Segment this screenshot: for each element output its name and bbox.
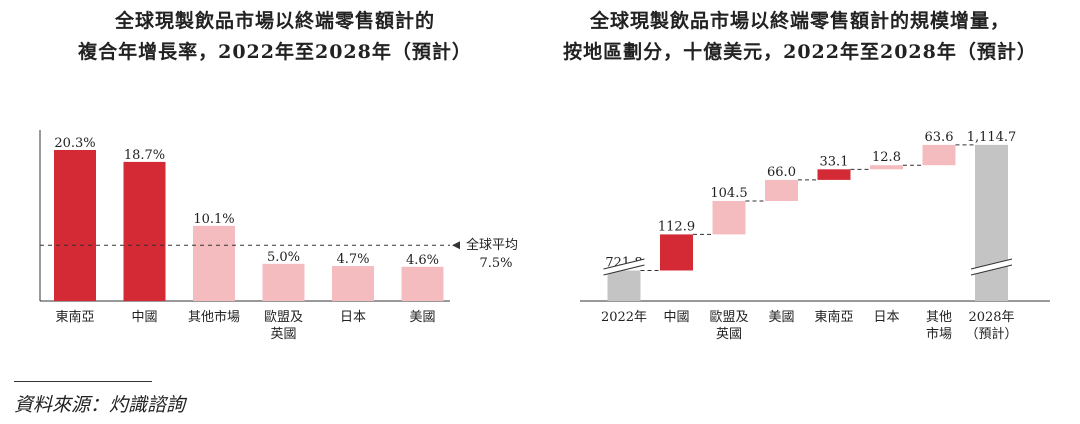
right-title-line-2: 按地區劃分，十億美元，2022年至2028年（預計） — [563, 41, 1037, 63]
global-average-label: 全球平均 — [466, 237, 518, 253]
category-label: 中國 — [131, 310, 157, 325]
category-label: 2028年 — [968, 310, 1014, 325]
bar-value-label: 66.0 — [767, 165, 796, 180]
bar-value-label: 12.8 — [872, 150, 901, 165]
axis-break-line — [970, 264, 1013, 276]
bar-value-label: 63.6 — [925, 130, 954, 145]
category-label: 歐盟及 — [709, 310, 748, 325]
category-label: 東南亞 — [55, 309, 94, 325]
right-chart-title: 全球現製飲品市場以終端零售額計的規模增量， 按地區劃分，十億美元，2022年至2… — [545, 6, 1055, 68]
category-label: 英國 — [716, 327, 742, 342]
axis-break-gap — [973, 259, 1010, 275]
category-label: 其他市場 — [188, 309, 240, 325]
bar-value-label: 20.3% — [54, 136, 95, 151]
bar — [123, 161, 166, 301]
left-title-line-1: 全球現製飲品市場以終端零售額計的 — [114, 10, 435, 32]
bar-value-label: 104.5 — [710, 186, 747, 201]
category-label: （預計） — [965, 326, 1017, 342]
axis-break-line — [970, 258, 1013, 270]
category-label: 東南亞 — [814, 309, 853, 325]
bar-value-label: 5.0% — [267, 250, 300, 265]
waterfall-bar — [870, 165, 903, 170]
waterfall-bar — [817, 169, 851, 180]
bar-value-label: 1,114.7 — [967, 130, 1017, 145]
category-label: 中國 — [663, 310, 689, 325]
bar-value-label: 4.7% — [336, 252, 369, 267]
category-label: 2022年 — [601, 310, 647, 325]
bar — [193, 225, 235, 301]
bar — [401, 266, 444, 301]
axis-break-gap — [605, 259, 643, 275]
bar — [332, 266, 374, 301]
waterfall-chart: 721.82022年112.9中國104.5歐盟及英國66.0美國33.1東南亞… — [580, 130, 1050, 342]
category-label: 美國 — [409, 310, 435, 325]
left-chart-title: 全球現製飲品市場以終端零售額計的 複合年增長率，2022年至2028年（預計） — [40, 6, 510, 68]
arrow-icon — [452, 241, 460, 250]
source-note: 資料來源：灼識諮詢 — [14, 394, 186, 416]
axis-break-line — [603, 264, 645, 276]
waterfall-bar — [607, 270, 641, 301]
waterfall-bar — [922, 144, 956, 166]
category-label: 英國 — [270, 327, 296, 342]
bar-value-label: 112.9 — [658, 219, 695, 234]
bar-value-label: 33.1 — [820, 154, 849, 169]
category-label: 日本 — [340, 310, 366, 325]
source-divider — [14, 381, 152, 382]
category-label: 歐盟及 — [264, 310, 303, 325]
right-title-line-1: 全球現製飲品市場以終端零售額計的規模增量， — [589, 10, 1010, 32]
category-label: 日本 — [873, 310, 899, 325]
bar — [262, 263, 305, 301]
category-label: 美國 — [768, 310, 794, 325]
waterfall-bar — [660, 234, 693, 271]
bar-value-label: 18.7% — [124, 148, 165, 163]
waterfall-bar — [975, 144, 1008, 301]
bar — [54, 150, 96, 301]
category-label: 其他 — [926, 310, 952, 325]
bar-value-label: 10.1% — [193, 212, 234, 227]
waterfall-bar — [765, 179, 798, 201]
category-label: 市場 — [926, 326, 952, 342]
waterfall-bar — [712, 200, 746, 235]
axis-break-line — [603, 258, 645, 270]
global-average-value: 7.5% — [479, 256, 512, 271]
bar-value-label: 4.6% — [406, 253, 439, 268]
left-title-line-2: 複合年增長率，2022年至2028年（預計） — [78, 41, 472, 63]
